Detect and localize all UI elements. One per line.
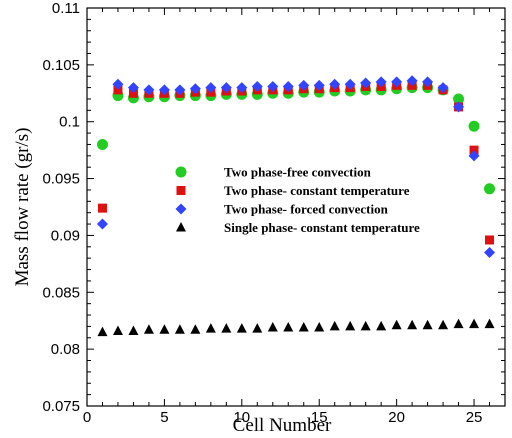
data-point-circle: [453, 93, 465, 105]
legend-label: Two phase- constant temperature: [224, 183, 410, 198]
legend-marker-square: [176, 186, 186, 195]
data-point-square: [485, 235, 495, 245]
data-point-triangle: [314, 322, 325, 332]
y-axis-title: Mass flow rate (gr/s): [12, 128, 33, 287]
data-point-triangle: [298, 322, 309, 332]
data-point-triangle: [391, 319, 402, 330]
y-tick-label: 0.11: [52, 0, 80, 17]
legend-marker-diamond: [175, 203, 187, 215]
data-point-diamond: [329, 78, 341, 90]
data-point-circle: [96, 138, 108, 150]
y-tick-label: 0.09: [51, 227, 80, 244]
data-point-diamond: [406, 75, 418, 87]
data-point-diamond: [127, 82, 139, 94]
y-tick-label: 0.085: [42, 284, 80, 301]
data-point-triangle: [221, 323, 232, 333]
data-point-diamond: [112, 78, 124, 90]
plot-frame: [86, 7, 506, 407]
data-point-diamond: [298, 79, 310, 91]
data-point-diamond: [220, 82, 232, 94]
data-point-diamond: [236, 82, 248, 94]
data-point-diamond: [313, 79, 325, 91]
data-point-triangle: [345, 320, 356, 331]
y-tick-label: 0.08: [51, 341, 80, 358]
x-tick-label: 5: [160, 409, 168, 426]
data-point-diamond: [391, 76, 403, 88]
x-tick-label: 25: [466, 409, 483, 426]
data-point-triangle: [283, 322, 294, 332]
legend-label: Two phase-free convection: [224, 165, 372, 180]
y-tick-label: 0.095: [42, 171, 80, 188]
data-point-triangle: [469, 318, 480, 329]
data-point-triangle: [484, 318, 495, 329]
data-point-triangle: [453, 318, 464, 329]
data-point-diamond: [453, 101, 465, 113]
data-point-triangle: [252, 323, 263, 333]
data-point-triangle: [236, 323, 247, 333]
data-point-circle: [484, 183, 496, 195]
y-tick-label: 0.1: [59, 114, 80, 131]
data-point-diamond: [158, 84, 170, 96]
data-point-square: [97, 203, 107, 213]
data-point-diamond: [484, 246, 496, 258]
data-point-diamond: [468, 150, 480, 162]
data-point-diamond: [344, 78, 356, 90]
data-point-triangle: [329, 320, 340, 331]
data-point-triangle: [360, 320, 371, 331]
data-point-triangle: [97, 326, 108, 337]
legend-label: Two phase- forced convection: [224, 202, 389, 217]
legend: Two phase-free convection Two phase- cons…: [175, 165, 420, 235]
data-point-diamond: [174, 84, 186, 96]
legend-marker-triangle: [176, 222, 186, 232]
legend-label: Single phase- constant temperature: [224, 220, 420, 235]
data-point-triangle: [422, 319, 433, 330]
data-point-diamond: [189, 83, 201, 95]
data-point-circle: [468, 120, 480, 132]
data-markers: [96, 75, 496, 337]
data-point-triangle: [112, 325, 123, 335]
x-tick-label: 0: [83, 409, 91, 426]
axis-ticks: [86, 7, 506, 407]
data-point-square: [113, 85, 123, 95]
data-point-diamond: [205, 82, 217, 94]
x-tick-label: 15: [311, 409, 328, 426]
data-point-triangle: [128, 325, 139, 335]
data-point-diamond: [360, 77, 372, 89]
data-point-diamond: [375, 76, 387, 88]
data-point-diamond: [282, 80, 294, 92]
data-point-triangle: [143, 324, 154, 334]
axis-tick-labels: 0 5 10 15 20 25 0.075 0.08 0.085 0.09 0.095 0.1 0.10…: [42, 0, 482, 426]
data-point-triangle: [376, 320, 387, 331]
data-point-triangle: [159, 324, 170, 334]
y-tick-label: 0.075: [42, 398, 80, 415]
data-point-triangle: [190, 324, 201, 334]
data-point-diamond: [437, 82, 449, 94]
data-point-triangle: [407, 319, 418, 330]
data-point-diamond: [96, 218, 108, 230]
data-point-triangle: [267, 322, 278, 332]
x-tick-label: 10: [233, 409, 250, 426]
x-tick-label: 20: [388, 409, 405, 426]
data-point-diamond: [143, 84, 155, 96]
data-point-triangle: [438, 319, 449, 330]
y-tick-label: 0.105: [42, 57, 80, 74]
data-point-square: [128, 88, 138, 98]
data-point-diamond: [251, 80, 263, 92]
x-axis-title: Cell Number: [233, 415, 332, 436]
data-point-diamond: [267, 80, 279, 92]
legend-marker-circle: [175, 166, 187, 178]
data-point-triangle: [205, 323, 216, 333]
data-point-diamond: [422, 76, 434, 88]
data-point-triangle: [174, 324, 185, 334]
data-point-square: [469, 145, 479, 155]
